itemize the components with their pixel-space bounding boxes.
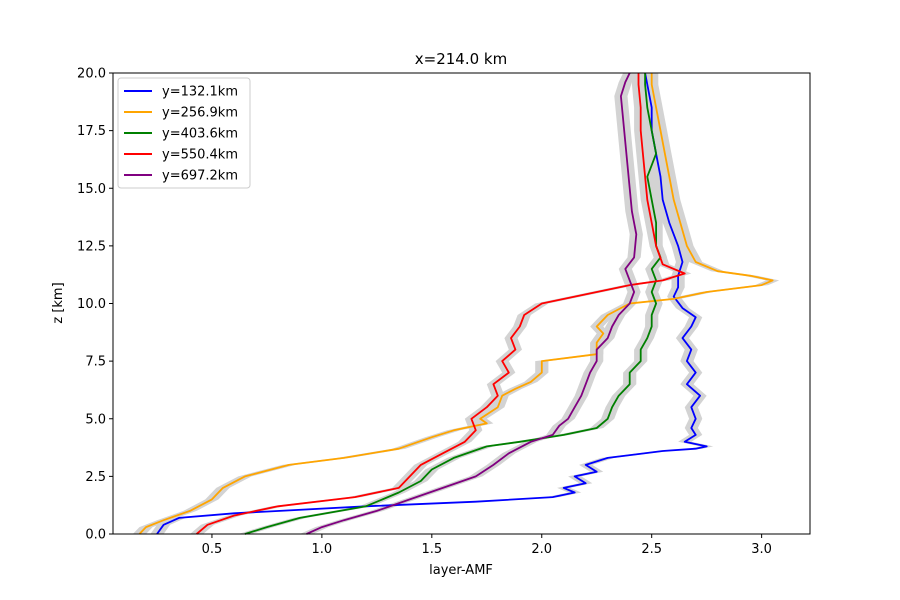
y-tick-label: 10.0	[77, 297, 106, 312]
x-tick-label: 1.5	[421, 542, 442, 557]
series-line-4	[196, 73, 686, 535]
y-tick-label: 0.0	[85, 528, 106, 543]
legend-label-5: y=697.2km	[162, 169, 238, 184]
y-tick-label: 5.0	[85, 412, 106, 427]
legend-box	[117, 77, 251, 189]
series-line-1	[156, 72, 708, 535]
plot-area	[132, 72, 780, 535]
legend: y=132.1km y=256.9km y=403.6km y=550.4km y=69…	[117, 77, 251, 189]
y-axis-label: z [km]	[51, 282, 66, 323]
legend-label-1: y=132.1km	[162, 85, 238, 100]
x-tick-label: 2.0	[531, 542, 552, 557]
x-tick-label: 1.0	[312, 542, 333, 557]
series-line-3	[244, 73, 662, 535]
x-tick-label: 0.5	[202, 542, 223, 557]
y-tick-label: 2.5	[85, 470, 106, 485]
y-tick-label: 15.0	[77, 182, 106, 197]
y-tick-label: 17.5	[77, 124, 106, 139]
legend-label-4: y=550.4km	[162, 148, 238, 163]
y-tick-label: 7.5	[85, 355, 106, 370]
y-axis: 0.0 2.5 5.0 7.5 10.0 12.5 15.0 17.5 20.0	[77, 67, 113, 543]
x-axis-label: layer-AMF	[429, 563, 493, 578]
y-tick-label: 12.5	[77, 239, 106, 254]
legend-label-3: y=403.6km	[162, 127, 238, 142]
x-tick-label: 3.0	[751, 542, 772, 557]
y-tick-label: 20.0	[77, 67, 106, 82]
legend-label-2: y=256.9km	[162, 106, 238, 121]
series-line-5	[306, 72, 638, 535]
chart-title: x=214.0 km	[415, 50, 507, 68]
x-tick-label: 2.5	[641, 542, 662, 557]
x-axis: 0.5 1.0 1.5 2.0 2.5 3.0	[202, 534, 772, 557]
